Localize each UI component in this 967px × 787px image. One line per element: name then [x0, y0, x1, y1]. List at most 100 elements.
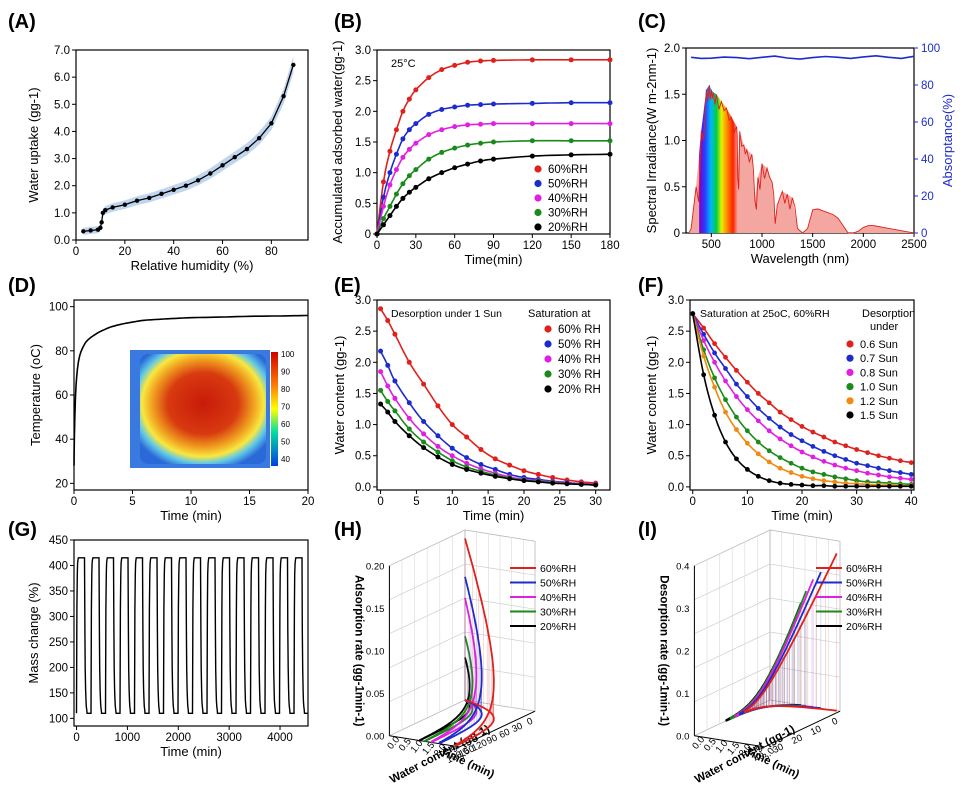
x-tick-label: 80 [265, 246, 278, 258]
data-point [374, 231, 380, 237]
legend-marker [544, 355, 552, 363]
data-point [464, 466, 470, 472]
x-axis-label: Time (min) [771, 508, 833, 523]
x-tick-label: 60 [216, 246, 229, 258]
data-point [387, 203, 393, 209]
data-point [380, 222, 386, 228]
data-point [701, 338, 707, 343]
data-point [413, 140, 419, 146]
data-point [281, 93, 286, 99]
data-point [400, 154, 406, 160]
data-point [385, 399, 391, 405]
data-point [734, 456, 739, 462]
data-point [788, 460, 794, 466]
rate-curve [430, 597, 478, 743]
data-point [593, 482, 599, 488]
data-point [426, 156, 432, 162]
z-axis-label: Desorption rate (gg-1min-1) [657, 575, 669, 726]
data-point [712, 350, 717, 356]
y-tick-label: 1.0 [54, 208, 70, 220]
legend-marker [846, 368, 854, 376]
grid-line [389, 631, 536, 669]
data-point [766, 459, 772, 465]
y-tick-label: 0.5 [668, 451, 684, 463]
data-point [452, 165, 458, 171]
panel-f: (F) 0 10 20 30 40 0.0 0.5 1.0 1.5 2.0 2.5 3.0 Time (m… [638, 275, 918, 523]
panel-label: (I) [638, 519, 657, 541]
data-point [810, 443, 816, 449]
legend-marker [544, 325, 552, 333]
data-point [406, 359, 412, 365]
y-axis-label: Accumulated adsorbed water(gg-1) [330, 40, 345, 243]
y-tick-label: 5.0 [54, 99, 70, 111]
data-point [406, 189, 412, 195]
data-point [777, 424, 783, 430]
data-point [385, 318, 391, 324]
legend-title: Desorption [862, 308, 915, 320]
panel-label: (F) [638, 275, 664, 297]
data-point [393, 191, 399, 197]
panel-label: (A) [8, 11, 36, 33]
data-point [701, 372, 707, 378]
z-tick-label: 0.05 [366, 689, 385, 700]
data-point [832, 439, 838, 445]
data-point [406, 400, 412, 406]
data-point [435, 454, 441, 460]
data-point [854, 447, 860, 452]
data-point [529, 153, 535, 159]
y-tick-label: 3.0 [355, 295, 371, 307]
legend-label: 0.7 Sun [860, 353, 898, 365]
projection-curve [438, 699, 483, 745]
data-point [607, 151, 613, 157]
colorbar-tick-label: 50 [281, 438, 290, 447]
x-tick-label: 0 [71, 496, 77, 508]
legend-label: 30%RH [540, 607, 576, 619]
panel-label: (D) [8, 275, 36, 297]
panel-e: (E) 0 5 10 15 20 25 30 0.0 0.5 1.0 1.5 2.0 2.5 3.0 Time… [332, 275, 611, 523]
legend-label: 50%RH [540, 578, 576, 590]
x-tick-label: 30 [510, 721, 524, 735]
y-tick-label: 80 [55, 346, 68, 358]
data-point [208, 171, 213, 176]
data-point [755, 418, 761, 424]
data-point [413, 87, 419, 93]
data-point [492, 466, 498, 472]
data-point [854, 468, 860, 474]
y-tick-label: 1.5 [664, 89, 680, 101]
data-point [755, 391, 761, 396]
time-axis [389, 735, 460, 748]
data-point [478, 58, 484, 64]
data-point [821, 483, 827, 489]
data-point [723, 397, 728, 403]
data-point [406, 146, 412, 152]
data-point [452, 124, 458, 130]
legend-marker [544, 340, 552, 348]
data-point [478, 470, 484, 476]
data-point [734, 367, 739, 373]
data-point [529, 121, 535, 127]
y-tick-label: 1.5 [668, 388, 684, 400]
y-tick-label: 0.5 [355, 198, 371, 210]
y-tick-label: 3.0 [668, 295, 684, 307]
data-point [400, 136, 406, 142]
legend-marker [534, 208, 542, 217]
legend-marker [534, 223, 542, 231]
data-point [426, 176, 432, 182]
projection-curve [454, 699, 495, 748]
y-right-tick-label: 40 [921, 154, 934, 166]
data-point [744, 379, 750, 385]
y-tick-label: 2.5 [355, 76, 371, 88]
data-point [723, 366, 728, 371]
x-tick-label: 90 [487, 240, 500, 252]
z-tick-label: 0.3 [676, 604, 689, 615]
data-point [171, 187, 176, 192]
data-point [439, 149, 445, 155]
y-tick-label: 0 [674, 228, 680, 240]
data-point [887, 468, 892, 474]
x-tick-label: 20 [790, 733, 804, 747]
legend-label: 50% RH [558, 339, 601, 351]
data-point [406, 415, 412, 421]
data-point [406, 96, 412, 102]
y-tick-label: 40 [55, 434, 68, 446]
data-point [810, 483, 816, 489]
